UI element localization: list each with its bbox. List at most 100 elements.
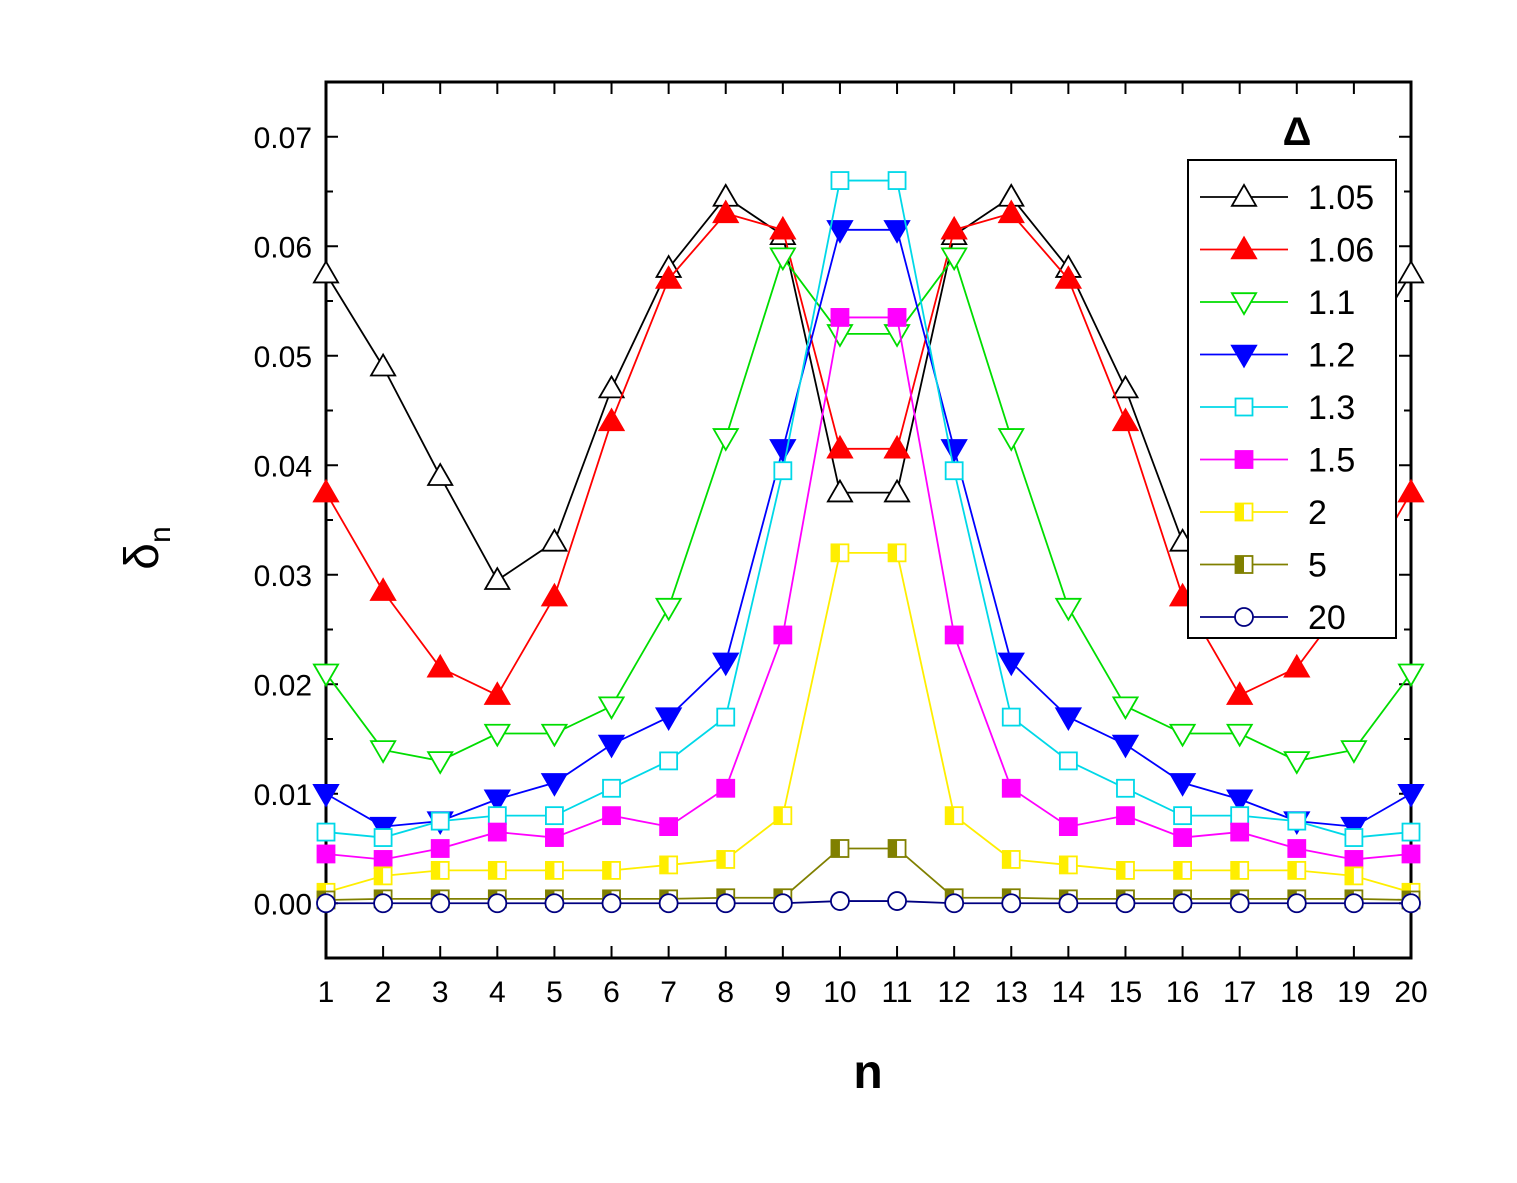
data-point [944, 893, 965, 914]
x-tick-label: 10 [823, 976, 856, 1009]
x-tick-label: 7 [660, 976, 677, 1009]
series-line [325, 179, 1412, 839]
data-point [712, 199, 740, 224]
x-axis-title: n [853, 1046, 882, 1099]
data-point [1001, 778, 1021, 798]
legend-label: 1.06 [1308, 232, 1374, 270]
data-point [1287, 839, 1307, 858]
data-point [316, 893, 336, 914]
data-point [715, 893, 736, 914]
data-point [654, 597, 683, 622]
data-point [716, 707, 736, 727]
x-tick-label: 16 [1166, 976, 1199, 1009]
data-point [540, 723, 569, 748]
x-tick-label: 14 [1052, 976, 1085, 1009]
data-point [1111, 374, 1140, 399]
data-point [487, 822, 507, 842]
data-point [1397, 259, 1425, 284]
data-point [597, 374, 626, 399]
series-line [325, 212, 1412, 697]
axes: 1 2 3 4 5 6 7 8 9 10 11 12 13 14 15 16 17 18 19 200.000.010… [254, 80, 1428, 1009]
x-tick-label: 6 [603, 976, 620, 1009]
x-tick-label: 13 [995, 976, 1028, 1009]
data-point [483, 723, 511, 748]
data-point [1173, 828, 1192, 847]
data-point [1283, 653, 1311, 678]
data-point [1340, 740, 1368, 764]
data-point [1116, 778, 1135, 798]
data-point [1287, 861, 1307, 880]
legend-label: 5 [1308, 547, 1327, 585]
x-tick-label: 5 [546, 976, 563, 1009]
data-point [659, 817, 679, 836]
y-tick-label: 0.03 [254, 560, 312, 593]
data-point [1401, 844, 1421, 864]
data-point [826, 478, 854, 503]
legend-marker [1234, 502, 1254, 522]
legend-item: 20 [1200, 599, 1346, 637]
series-1.06 [312, 199, 1425, 705]
series-1.3 [316, 171, 1421, 847]
y-axis-title-sub: n [144, 526, 177, 543]
data-point [716, 778, 736, 798]
data-point [654, 707, 683, 731]
data-point [1173, 861, 1192, 880]
legend-item: 1.2 [1200, 337, 1355, 375]
data-point [1001, 850, 1021, 869]
data-point [1226, 789, 1254, 814]
data-point [483, 789, 511, 814]
data-point [426, 751, 454, 775]
data-point [769, 439, 797, 463]
data-point [1229, 893, 1250, 914]
data-point [944, 806, 964, 826]
x-tick-label: 8 [717, 976, 734, 1009]
legend-label: 20 [1308, 599, 1346, 637]
data-point [1343, 893, 1364, 914]
data-point [1172, 893, 1193, 914]
data-point [830, 839, 850, 858]
legend-item: 1.1 [1200, 284, 1355, 322]
data-point [887, 543, 907, 563]
data-point [1001, 707, 1021, 727]
x-tick-label: 11 [881, 976, 912, 1009]
data-point [544, 893, 565, 914]
y-tick-label: 0.00 [254, 888, 312, 921]
legend-label: 2 [1308, 494, 1327, 532]
data-point [487, 861, 507, 880]
data-point [1344, 850, 1364, 869]
data-point [597, 407, 626, 432]
data-point [545, 828, 564, 847]
data-point [712, 428, 740, 452]
data-point [369, 577, 397, 601]
data-point [1287, 811, 1307, 831]
data-point [1111, 734, 1140, 759]
y-tick-label: 0.01 [254, 779, 312, 812]
legend-item: 1.3 [1200, 389, 1355, 427]
data-point [369, 740, 397, 764]
data-point [1058, 855, 1078, 875]
data-point [1168, 773, 1197, 797]
series-1.5 [316, 308, 1421, 869]
legend-title: Δ [1283, 110, 1312, 154]
data-point [658, 893, 679, 914]
data-point [373, 850, 393, 869]
data-point [426, 653, 454, 678]
data-point [1058, 751, 1078, 771]
data-point [1230, 861, 1250, 880]
y-tick-label: 0.06 [254, 231, 312, 264]
data-point [316, 844, 336, 864]
series-2 [316, 543, 1421, 902]
data-point [601, 893, 622, 914]
data-point [712, 652, 740, 677]
legend-item: 1.06 [1200, 232, 1374, 270]
data-point [1111, 407, 1140, 432]
data-point [654, 265, 683, 289]
data-point [430, 893, 451, 914]
data-point [944, 461, 964, 481]
legend-label: 1.3 [1308, 389, 1355, 427]
legend: Δ 1.05 1.06 1.1 1.2 1.3 1.5 2 5 20 [1187, 110, 1397, 639]
data-point [1058, 817, 1078, 836]
data-point [312, 478, 340, 503]
data-point [1058, 893, 1079, 914]
legend-marker [1230, 183, 1258, 207]
